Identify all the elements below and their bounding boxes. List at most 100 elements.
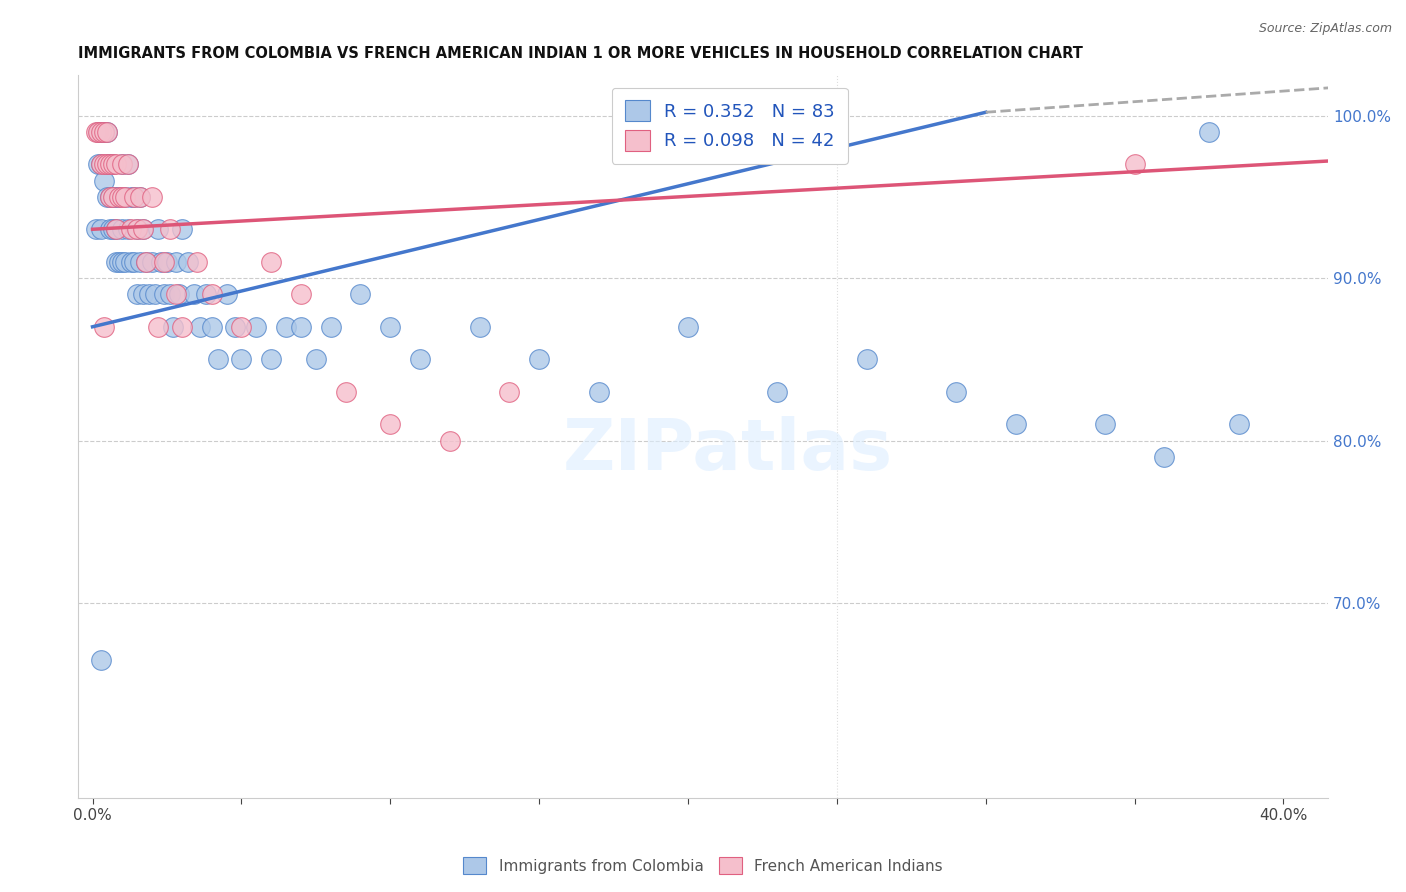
- Point: [231, 352, 253, 367]
- Point: [260, 352, 283, 367]
- Point: [165, 287, 187, 301]
- Point: [105, 222, 128, 236]
- Point: [93, 125, 115, 139]
- Point: [100, 190, 122, 204]
- Point: [141, 254, 163, 268]
- Point: [290, 287, 312, 301]
- Point: [527, 352, 550, 367]
- Point: [177, 254, 200, 268]
- Point: [129, 254, 152, 268]
- Point: [409, 352, 432, 367]
- Point: [127, 287, 149, 301]
- Point: [90, 157, 112, 171]
- Point: [127, 222, 149, 236]
- Point: [117, 222, 139, 236]
- Point: [215, 287, 238, 301]
- Point: [183, 287, 205, 301]
- Text: ZIPatlas: ZIPatlas: [562, 417, 893, 485]
- Point: [105, 190, 128, 204]
- Point: [96, 157, 118, 171]
- Point: [1227, 417, 1250, 432]
- Point: [103, 190, 125, 204]
- Point: [120, 190, 142, 204]
- Point: [349, 287, 371, 301]
- Point: [135, 254, 157, 268]
- Point: [146, 222, 169, 236]
- Point: [380, 319, 402, 334]
- Point: [138, 287, 160, 301]
- Point: [153, 254, 176, 268]
- Point: [290, 319, 312, 334]
- Point: [201, 287, 224, 301]
- Point: [84, 222, 107, 236]
- Point: [224, 319, 246, 334]
- Point: [103, 190, 125, 204]
- Point: [93, 157, 115, 171]
- Point: [103, 157, 125, 171]
- Point: [114, 254, 136, 268]
- Point: [87, 157, 110, 171]
- Point: [117, 157, 139, 171]
- Point: [141, 190, 163, 204]
- Point: [159, 222, 181, 236]
- Point: [111, 157, 134, 171]
- Point: [188, 319, 211, 334]
- Point: [150, 254, 173, 268]
- Point: [114, 190, 136, 204]
- Point: [103, 157, 125, 171]
- Point: [129, 190, 152, 204]
- Point: [132, 222, 155, 236]
- Point: [90, 222, 112, 236]
- Point: [260, 254, 283, 268]
- Point: [1004, 417, 1026, 432]
- Point: [207, 352, 229, 367]
- Point: [96, 125, 118, 139]
- Point: [146, 319, 169, 334]
- Point: [105, 254, 128, 268]
- Point: [159, 287, 181, 301]
- Point: [90, 157, 112, 171]
- Point: [93, 173, 115, 187]
- Point: [122, 254, 145, 268]
- Point: [135, 254, 157, 268]
- Legend: Immigrants from Colombia, French American Indians: Immigrants from Colombia, French America…: [457, 851, 949, 880]
- Point: [855, 352, 877, 367]
- Point: [170, 222, 193, 236]
- Point: [90, 125, 112, 139]
- Point: [96, 125, 118, 139]
- Point: [96, 190, 118, 204]
- Point: [380, 417, 402, 432]
- Point: [93, 319, 115, 334]
- Point: [90, 653, 112, 667]
- Point: [945, 384, 967, 399]
- Point: [100, 157, 122, 171]
- Point: [100, 157, 122, 171]
- Point: [87, 125, 110, 139]
- Point: [111, 222, 134, 236]
- Point: [468, 319, 491, 334]
- Point: [100, 190, 122, 204]
- Point: [201, 319, 224, 334]
- Point: [90, 125, 112, 139]
- Point: [165, 254, 187, 268]
- Point: [114, 190, 136, 204]
- Point: [167, 287, 190, 301]
- Point: [1123, 157, 1146, 171]
- Point: [120, 222, 142, 236]
- Point: [319, 319, 342, 334]
- Point: [335, 384, 357, 399]
- Point: [170, 319, 193, 334]
- Point: [103, 222, 125, 236]
- Point: [143, 287, 166, 301]
- Legend: R = 0.352   N = 83, R = 0.098   N = 42: R = 0.352 N = 83, R = 0.098 N = 42: [612, 87, 848, 163]
- Point: [162, 319, 184, 334]
- Point: [132, 287, 155, 301]
- Point: [122, 190, 145, 204]
- Point: [186, 254, 208, 268]
- Point: [108, 190, 131, 204]
- Point: [245, 319, 267, 334]
- Point: [111, 190, 134, 204]
- Point: [588, 384, 610, 399]
- Point: [129, 190, 152, 204]
- Point: [108, 190, 131, 204]
